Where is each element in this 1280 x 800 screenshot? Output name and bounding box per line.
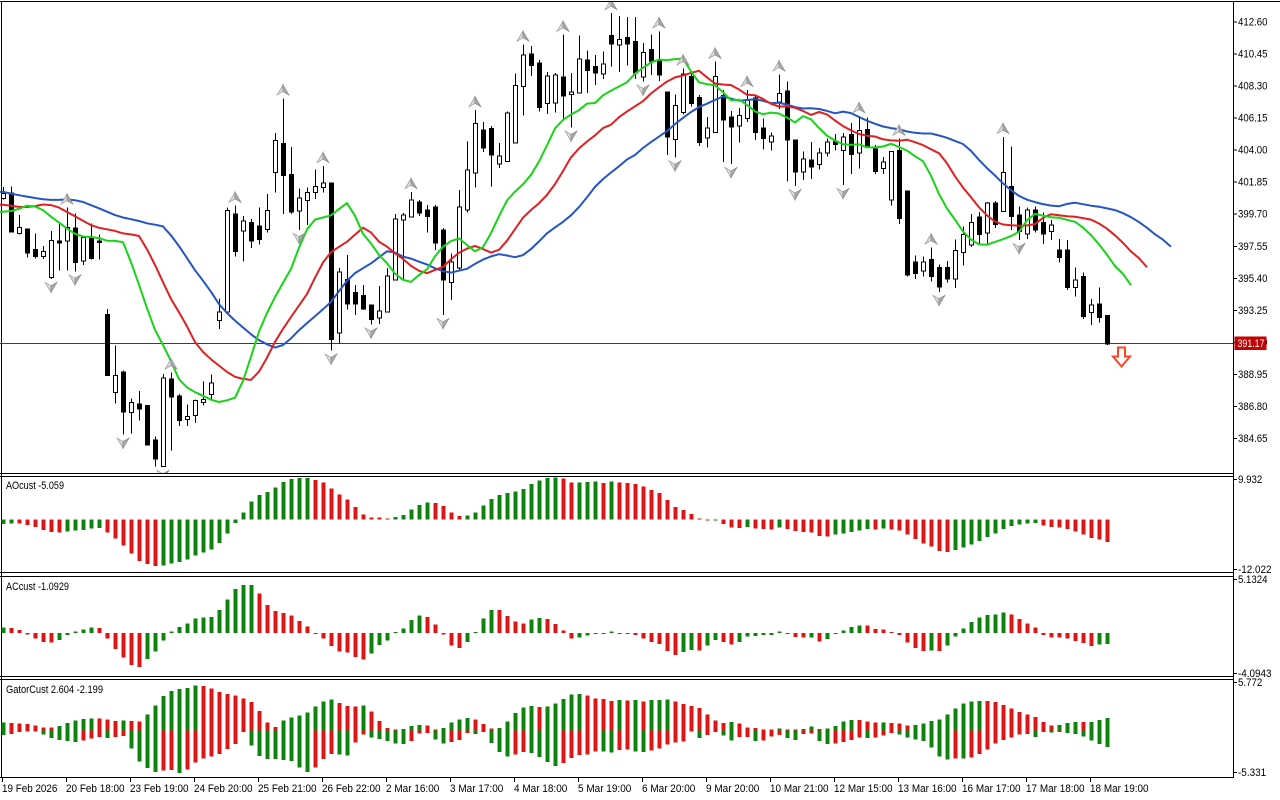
- svg-text:401.85: 401.85: [1238, 177, 1268, 189]
- svg-text:408.30: 408.30: [1238, 81, 1268, 93]
- svg-text:5 Mar 19:00: 5 Mar 19:00: [578, 783, 631, 795]
- svg-text:3 Mar 17:00: 3 Mar 17:00: [450, 783, 503, 795]
- svg-text:10 Mar 21:00: 10 Mar 21:00: [770, 783, 829, 795]
- svg-text:9.932: 9.932: [1238, 474, 1262, 486]
- svg-text:2 Mar 16:00: 2 Mar 16:00: [386, 783, 439, 795]
- svg-text:24 Feb 20:00: 24 Feb 20:00: [194, 783, 253, 795]
- svg-text:5.1324: 5.1324: [1238, 574, 1268, 586]
- svg-text:395.40: 395.40: [1238, 273, 1268, 285]
- svg-text:412.60: 412.60: [1238, 17, 1268, 29]
- svg-text:5.772: 5.772: [1238, 677, 1262, 689]
- svg-text:9 Mar 20:00: 9 Mar 20:00: [706, 783, 759, 795]
- svg-text:12 Mar 15:00: 12 Mar 15:00: [834, 783, 893, 795]
- svg-text:410.45: 410.45: [1238, 49, 1268, 61]
- svg-text:25 Feb 21:00: 25 Feb 21:00: [258, 783, 317, 795]
- svg-text:393.25: 393.25: [1238, 305, 1268, 317]
- svg-text:ACcust -1.0929: ACcust -1.0929: [6, 581, 69, 593]
- svg-text:406.15: 406.15: [1238, 113, 1268, 125]
- svg-text:386.80: 386.80: [1238, 401, 1268, 413]
- svg-text:-12.022: -12.022: [1238, 564, 1272, 576]
- svg-text:404.00: 404.00: [1238, 145, 1268, 157]
- svg-text:388.95: 388.95: [1238, 369, 1268, 381]
- svg-text:19 Feb 2026: 19 Feb 2026: [2, 783, 57, 795]
- svg-text:AOcust -5.059: AOcust -5.059: [6, 480, 64, 492]
- svg-text:399.70: 399.70: [1238, 209, 1268, 221]
- svg-text:17 Mar 18:00: 17 Mar 18:00: [1026, 783, 1085, 795]
- svg-text:6 Mar 20:00: 6 Mar 20:00: [642, 783, 695, 795]
- svg-text:23 Feb 19:00: 23 Feb 19:00: [130, 783, 189, 795]
- svg-text:397.55: 397.55: [1238, 241, 1268, 253]
- svg-text:26 Feb 22:00: 26 Feb 22:00: [322, 783, 381, 795]
- svg-text:20 Feb 18:00: 20 Feb 18:00: [66, 783, 125, 795]
- svg-text:391.17: 391.17: [1238, 338, 1265, 350]
- svg-text:GatorCust 2.604 -2.199: GatorCust 2.604 -2.199: [6, 684, 103, 696]
- svg-text:384.65: 384.65: [1238, 433, 1268, 445]
- svg-text:13 Mar 16:00: 13 Mar 16:00: [898, 783, 957, 795]
- svg-text:-4.0943: -4.0943: [1238, 668, 1272, 680]
- svg-text:18 Mar 19:00: 18 Mar 19:00: [1090, 783, 1149, 795]
- svg-text:-5.331: -5.331: [1238, 767, 1266, 779]
- svg-text:4 Mar 18:00: 4 Mar 18:00: [514, 783, 567, 795]
- svg-text:16 Mar 17:00: 16 Mar 17:00: [962, 783, 1021, 795]
